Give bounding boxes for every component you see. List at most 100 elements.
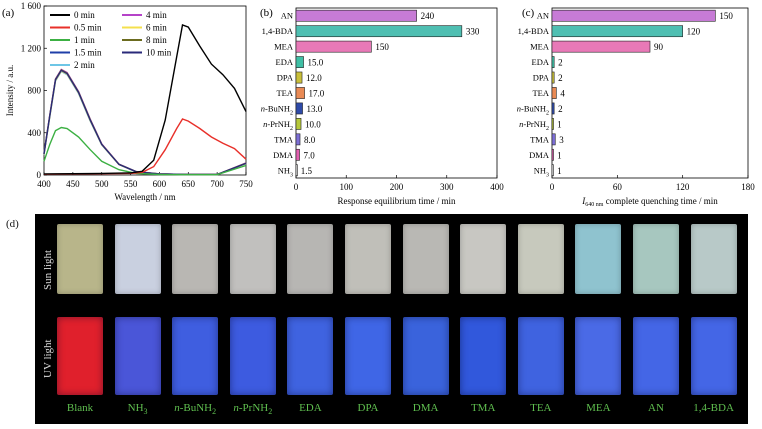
category-label: MEA: [274, 42, 294, 52]
sunlight-sample-tile: [345, 224, 391, 294]
value-label: 2: [558, 73, 563, 83]
value-label: 1: [557, 119, 562, 129]
value-label: 150: [719, 11, 733, 21]
sample-label: DPA: [357, 402, 379, 414]
value-label: 4: [560, 89, 565, 99]
series-line: [43, 118, 247, 175]
sample-photo: [35, 214, 748, 424]
uv-sample-tile: [517, 317, 564, 395]
sample-label: AN: [648, 402, 664, 414]
legend-label: 6 min: [146, 23, 167, 33]
value-label: 8.0: [304, 135, 316, 145]
y-axis-label: Intensity / a.u.: [5, 65, 15, 117]
uv-sample-tile: [287, 317, 334, 395]
uv-sample-tile: [633, 317, 679, 395]
value-label: 2: [558, 58, 563, 68]
bar: [295, 25, 463, 38]
x-tick-label: 60: [613, 182, 623, 192]
category-label: DPA: [277, 73, 294, 83]
x-tick-label: 180: [741, 182, 755, 192]
panel-d-label: (d): [6, 218, 19, 230]
legend-label: 10 min: [146, 48, 172, 58]
series-line: [43, 126, 247, 176]
sunlight-sample-tile: [633, 224, 679, 294]
bar: [295, 56, 304, 68]
x-tick-label: 100: [340, 182, 354, 192]
sample-label: Blank: [66, 402, 94, 414]
category-label: NH3: [534, 165, 549, 178]
category-label: NH3: [278, 165, 293, 178]
sample-label: TMA: [470, 402, 496, 414]
sample-label: NH3: [127, 402, 148, 417]
bar: [551, 118, 554, 130]
sunlight-sample-tile: [172, 224, 219, 294]
category-label: 1,4-BDA: [262, 26, 294, 36]
bar: [551, 56, 555, 68]
value-label: 1: [557, 150, 562, 160]
bar: [551, 148, 554, 161]
bar: [295, 87, 305, 99]
category-label: n-BuNH2: [517, 103, 549, 116]
legend-label: 0.5 min: [74, 23, 102, 33]
x-tick-label: 120: [676, 182, 690, 192]
value-label: 10.0: [305, 119, 321, 129]
uv-sample-tile: [345, 317, 391, 395]
x-tick-label: 600: [153, 179, 167, 189]
uv-sample-tile: [114, 317, 161, 395]
category-label: TMA: [530, 134, 550, 144]
y-tick-label: 400: [28, 128, 42, 138]
x-tick-label: 400: [37, 179, 51, 189]
uv-light-label: UV light: [42, 339, 54, 378]
sunlight-sample-tile: [229, 224, 276, 294]
x-tick-label: 400: [490, 182, 504, 192]
bar: [295, 164, 298, 177]
y-tick-label: 1 200: [21, 43, 42, 53]
y-tick-label: 0: [37, 170, 42, 180]
x-tick-label: 750: [239, 179, 253, 189]
value-label: 13.0: [307, 104, 323, 114]
x-tick-label: 200: [390, 182, 404, 192]
category-label: TEA: [532, 88, 549, 98]
value-label: 17.0: [309, 89, 325, 99]
value-label: 1: [557, 166, 562, 176]
x-tick-label: 450: [66, 179, 80, 189]
value-label: 150: [375, 42, 389, 52]
bar: [295, 71, 303, 84]
sun-light-label: Sun light: [42, 249, 54, 290]
sample-label: 1,4-BDA: [693, 402, 734, 414]
uv-sample-tile: [172, 317, 219, 395]
category-label: DPA: [533, 73, 550, 83]
bar: [551, 25, 683, 38]
category-label: EDA: [532, 57, 550, 67]
x-tick-label: 650: [182, 179, 196, 189]
response-time-chart: (b) AN 240 1,4-BDA 330 MEA 150 EDA 15.0 DPA 12.0 T…: [260, 7, 504, 206]
value-label: 15.0: [308, 58, 324, 68]
bar: [295, 9, 417, 22]
category-label: DMA: [529, 150, 550, 160]
category-label: n-PrNH2: [519, 119, 549, 132]
bar: [551, 102, 555, 115]
bar: [551, 164, 554, 177]
value-label: 12.0: [306, 73, 322, 83]
legend-label: 1 min: [74, 35, 95, 45]
value-label: 120: [687, 27, 701, 37]
value-label: 3: [559, 135, 564, 145]
bar: [295, 118, 302, 130]
x-tick-label: 0: [294, 182, 299, 192]
series-line: [43, 69, 247, 176]
category-label: MEA: [530, 42, 550, 52]
category-label: TEA: [276, 88, 293, 98]
value-label: 90: [654, 42, 664, 52]
value-label: 330: [466, 27, 480, 37]
sunlight-sample-tile: [690, 224, 737, 294]
legend-label: 8 min: [146, 35, 167, 45]
bar: [551, 71, 555, 84]
category-label: n-PrNH2: [263, 119, 293, 132]
uv-sample-tile: [575, 317, 622, 395]
sample-label: TEA: [530, 402, 552, 414]
sample-label: n-BuNH2: [174, 402, 217, 417]
uv-sample-tile: [402, 317, 449, 395]
sunlight-sample-tile: [57, 224, 103, 294]
